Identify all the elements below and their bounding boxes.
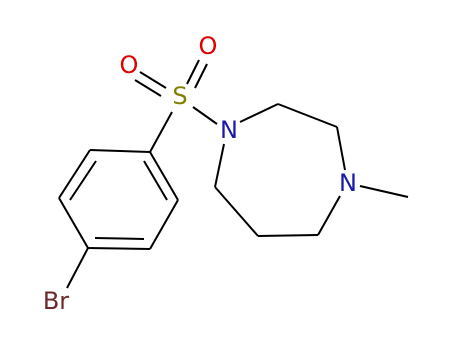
bond	[194, 63, 208, 89]
bond	[336, 126, 346, 171]
bond	[143, 160, 168, 201]
atom-label: Br	[43, 287, 69, 315]
atom-label: N	[339, 169, 357, 197]
bond	[277, 103, 338, 128]
atom-label: S	[172, 82, 187, 110]
bond	[87, 247, 151, 250]
bond	[239, 103, 279, 123]
bond	[149, 199, 179, 250]
bond	[66, 247, 89, 289]
bond	[94, 237, 145, 240]
bond	[359, 185, 409, 198]
bond	[58, 197, 89, 249]
bond	[257, 234, 319, 237]
bond	[89, 149, 151, 153]
bond	[317, 195, 341, 236]
bond	[214, 143, 225, 188]
bond	[149, 151, 179, 201]
bond	[134, 79, 162, 97]
bond	[186, 59, 200, 85]
bond	[69, 160, 97, 201]
bonds	[58, 59, 409, 289]
atom-label: N	[220, 116, 238, 144]
bond	[149, 111, 173, 153]
bond	[214, 186, 259, 237]
bond	[139, 71, 167, 89]
bond	[192, 106, 218, 125]
bond	[58, 149, 91, 199]
atom-label: O	[120, 51, 139, 79]
atom-label: O	[199, 32, 218, 60]
